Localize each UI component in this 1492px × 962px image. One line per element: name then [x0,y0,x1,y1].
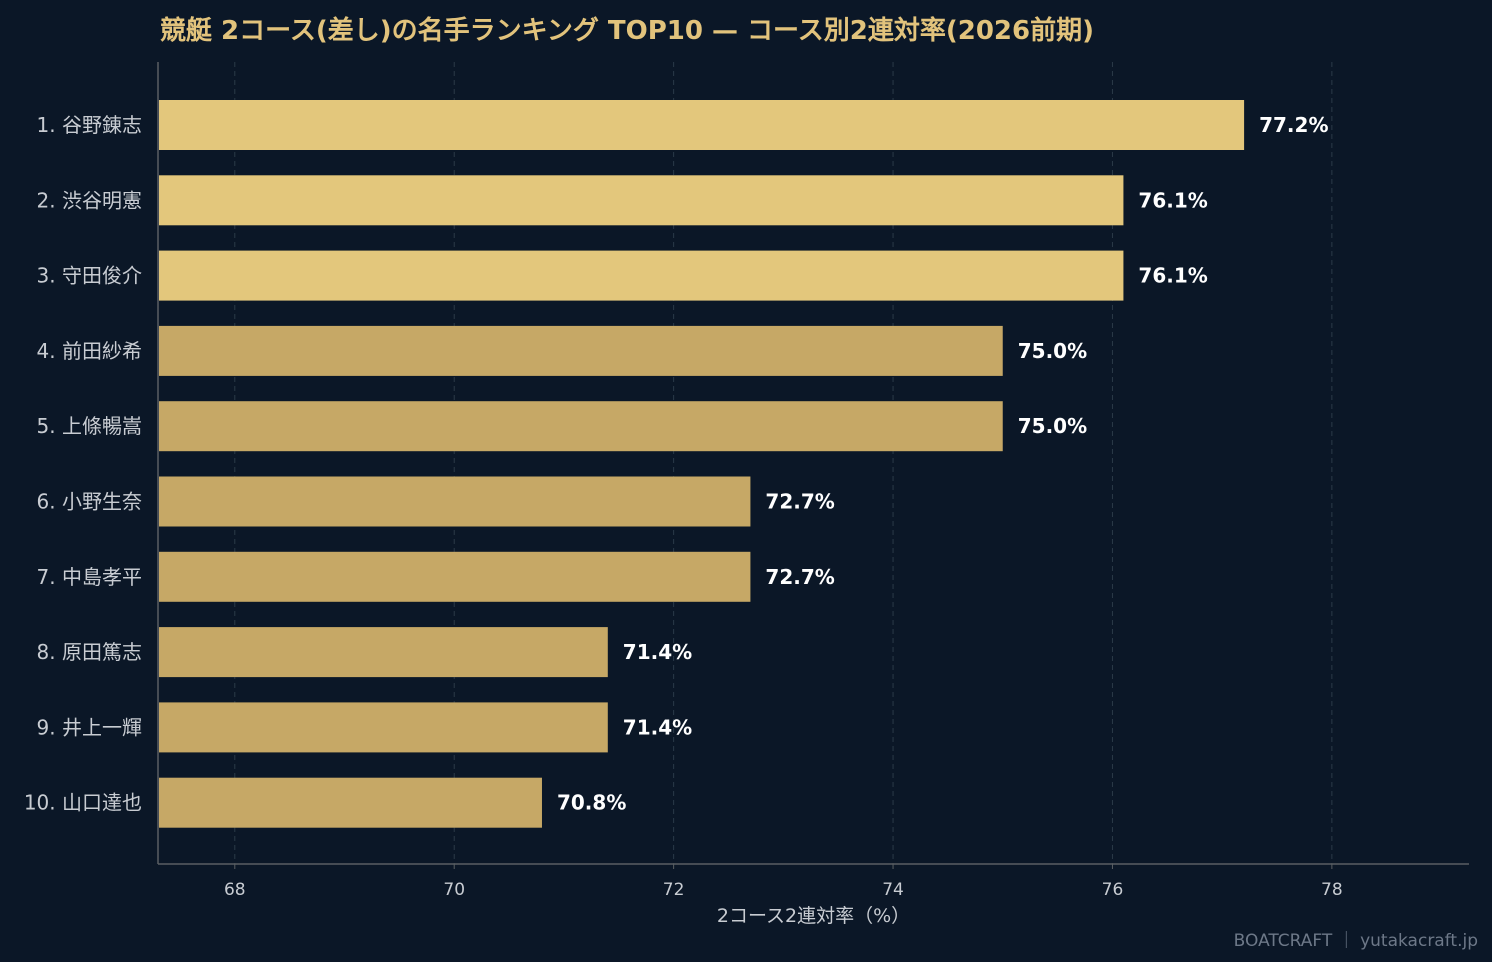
x-axis-label: 2コース2連対率（%） [717,905,910,927]
value-label: 71.4% [623,640,692,664]
category-label: 2. 渋谷明憲 [37,188,142,212]
bar [159,325,1003,376]
category-label: 6. 小野生奈 [37,490,142,514]
bar [159,777,542,828]
x-tick-label: 74 [882,880,904,900]
bar [159,627,608,678]
credit-text: BOATCRAFT ｜ yutakacraft.jp [1233,931,1478,951]
value-label: 75.0% [1018,339,1087,363]
value-label: 76.1% [1138,264,1207,288]
x-tick-label: 72 [663,880,685,900]
category-label: 3. 守田俊介 [37,264,142,288]
bar [159,100,1245,150]
category-label: 5. 上條暢嵩 [37,414,142,438]
category-label: 8. 原田篤志 [37,640,142,664]
bar [159,401,1003,452]
bar [159,476,751,527]
bar [159,702,608,753]
value-label: 72.7% [765,565,834,589]
value-label: 71.4% [623,715,692,739]
value-label: 77.2% [1259,113,1328,137]
category-label: 1. 谷野錬志 [37,113,142,137]
bar [159,250,1124,301]
x-tick-label: 70 [443,880,465,900]
bar [159,175,1124,226]
bar [159,551,751,602]
value-label: 70.8% [557,791,626,815]
category-label: 10. 山口達也 [24,791,142,815]
x-tick-label: 68 [224,880,246,900]
value-label: 76.1% [1138,188,1207,212]
category-label: 7. 中島孝平 [37,565,142,589]
x-tick-label: 76 [1102,880,1124,900]
category-label: 4. 前田紗希 [37,339,142,363]
chart-title: 競艇 2コース(差し)の名手ランキング TOP10 — コース別2連対率(202… [160,16,1094,46]
x-tick-label: 78 [1321,880,1343,900]
value-label: 75.0% [1018,414,1087,438]
value-label: 72.7% [765,490,834,514]
category-label: 9. 井上一輝 [37,715,142,739]
